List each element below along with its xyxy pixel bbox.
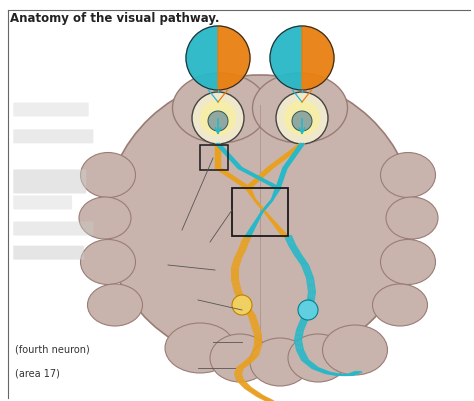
Circle shape	[276, 92, 328, 144]
FancyBboxPatch shape	[13, 130, 93, 143]
Ellipse shape	[381, 152, 436, 198]
Polygon shape	[270, 26, 302, 90]
Ellipse shape	[81, 239, 136, 284]
Circle shape	[208, 111, 228, 131]
Ellipse shape	[322, 325, 388, 375]
Ellipse shape	[381, 239, 436, 284]
Circle shape	[192, 92, 244, 144]
Circle shape	[200, 100, 236, 136]
FancyBboxPatch shape	[13, 222, 93, 235]
FancyBboxPatch shape	[13, 246, 84, 259]
Bar	[200, 145, 228, 170]
Polygon shape	[186, 26, 218, 90]
Circle shape	[292, 111, 312, 131]
FancyBboxPatch shape	[13, 196, 72, 209]
Text: (area 17): (area 17)	[15, 368, 60, 378]
Circle shape	[232, 295, 252, 315]
Ellipse shape	[288, 334, 348, 382]
Bar	[232, 188, 288, 236]
Polygon shape	[302, 26, 334, 90]
Ellipse shape	[386, 197, 438, 239]
Ellipse shape	[250, 338, 310, 386]
Ellipse shape	[173, 73, 267, 143]
Text: Anatomy of the visual pathway.: Anatomy of the visual pathway.	[10, 12, 219, 25]
Ellipse shape	[79, 197, 131, 239]
Polygon shape	[218, 26, 250, 90]
Ellipse shape	[81, 152, 136, 198]
FancyBboxPatch shape	[13, 103, 89, 116]
FancyBboxPatch shape	[13, 170, 86, 193]
Ellipse shape	[165, 323, 235, 373]
Text: (fourth neuron): (fourth neuron)	[15, 345, 90, 355]
Ellipse shape	[210, 334, 270, 382]
Ellipse shape	[373, 284, 428, 326]
Ellipse shape	[105, 75, 415, 365]
Ellipse shape	[253, 73, 347, 143]
Circle shape	[284, 100, 320, 136]
Circle shape	[298, 300, 318, 320]
Ellipse shape	[88, 284, 143, 326]
